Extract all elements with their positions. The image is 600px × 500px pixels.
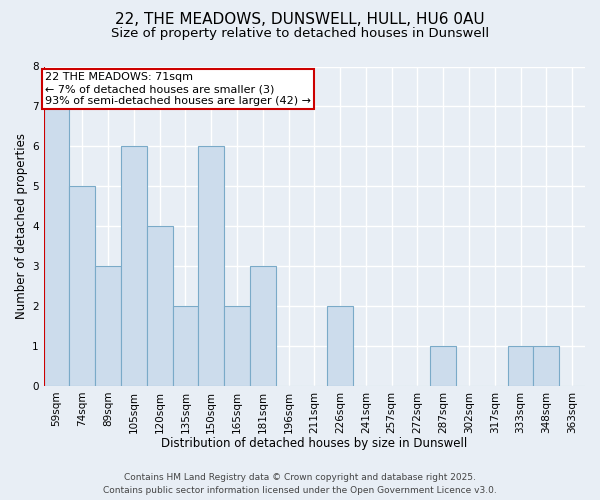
X-axis label: Distribution of detached houses by size in Dunswell: Distribution of detached houses by size … [161,437,467,450]
Bar [121,146,147,386]
Bar [430,346,456,386]
Bar [147,226,173,386]
Y-axis label: Number of detached properties: Number of detached properties [15,133,28,319]
Bar [95,266,121,386]
Text: Size of property relative to detached houses in Dunswell: Size of property relative to detached ho… [111,28,489,40]
Text: Contains HM Land Registry data © Crown copyright and database right 2025.
Contai: Contains HM Land Registry data © Crown c… [103,474,497,495]
Bar [173,306,199,386]
Bar [199,146,224,386]
Bar [250,266,275,386]
Bar [533,346,559,386]
Bar [327,306,353,386]
Text: 22, THE MEADOWS, DUNSWELL, HULL, HU6 0AU: 22, THE MEADOWS, DUNSWELL, HULL, HU6 0AU [115,12,485,28]
Bar [70,186,95,386]
Bar [224,306,250,386]
Bar [44,106,70,386]
Bar [508,346,533,386]
Text: 22 THE MEADOWS: 71sqm
← 7% of detached houses are smaller (3)
93% of semi-detach: 22 THE MEADOWS: 71sqm ← 7% of detached h… [45,72,311,106]
